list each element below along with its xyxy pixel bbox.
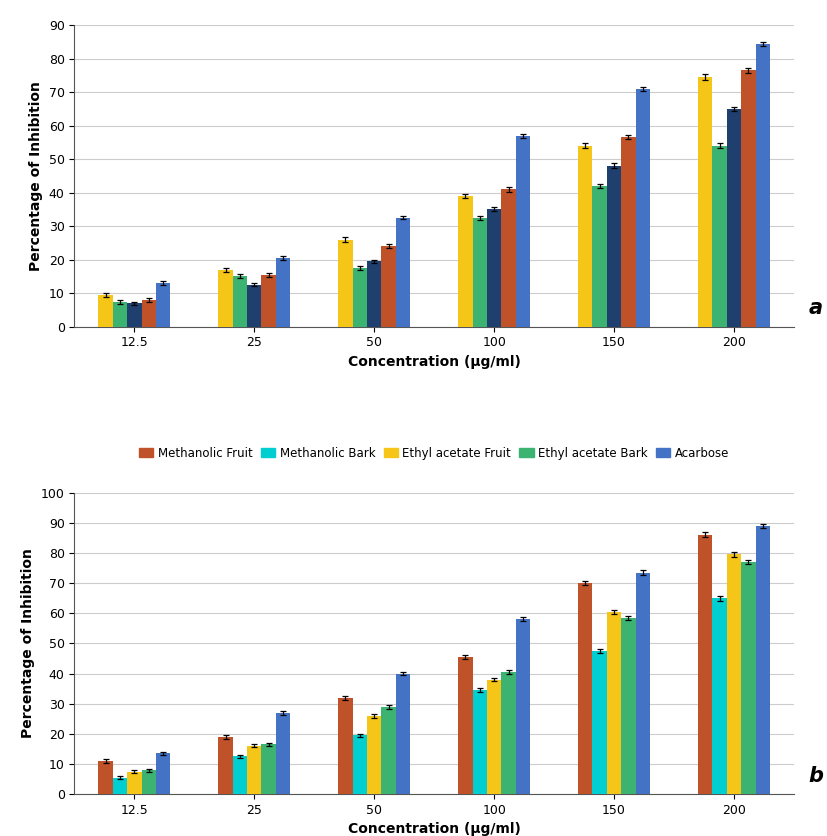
Bar [741, 70, 756, 327]
Bar [98, 761, 112, 794]
Bar [261, 744, 276, 794]
Bar [218, 270, 232, 327]
Bar [127, 772, 141, 794]
Bar [232, 757, 247, 794]
X-axis label: Concentration (µg/ml): Concentration (µg/ml) [347, 355, 521, 369]
Bar [218, 737, 232, 794]
Bar [367, 716, 381, 794]
Bar [516, 619, 530, 794]
Bar [127, 303, 141, 327]
Bar [636, 89, 650, 327]
Bar [621, 618, 636, 794]
Bar [247, 285, 261, 327]
Bar [352, 268, 367, 327]
Bar [367, 262, 381, 327]
Bar [276, 713, 290, 794]
Bar [381, 247, 396, 327]
Bar [636, 573, 650, 794]
Bar [756, 43, 770, 327]
Bar [698, 77, 712, 327]
Bar [501, 189, 516, 327]
Bar [592, 186, 607, 327]
Bar [352, 736, 367, 794]
Bar [156, 283, 170, 327]
Bar [98, 295, 112, 327]
Bar [756, 526, 770, 794]
Bar [396, 218, 410, 327]
X-axis label: Concentration (µg/ml): Concentration (µg/ml) [347, 823, 521, 836]
Bar [276, 258, 290, 327]
Bar [712, 145, 727, 327]
Bar [727, 554, 741, 794]
Bar [261, 275, 276, 327]
Text: b: b [809, 766, 824, 786]
Bar [501, 672, 516, 794]
Bar [458, 657, 472, 794]
Bar [381, 706, 396, 794]
Bar [516, 135, 530, 327]
Bar [741, 562, 756, 794]
Bar [712, 598, 727, 794]
Bar [338, 240, 352, 327]
Bar [141, 770, 156, 794]
Y-axis label: Percentage of Inhibition: Percentage of Inhibition [22, 548, 36, 738]
Bar [112, 302, 127, 327]
Bar [607, 166, 621, 327]
Bar [698, 535, 712, 794]
Bar [338, 698, 352, 794]
Bar [247, 746, 261, 794]
Bar [578, 583, 592, 794]
Bar [727, 109, 741, 327]
Bar [141, 300, 156, 327]
Legend: Methanolic Fruit, Methanolic Bark, Ethyl acetate Fruit, Ethyl acetate Bark, Acar: Methanolic Fruit, Methanolic Bark, Ethyl… [136, 444, 732, 462]
Bar [458, 196, 472, 327]
Y-axis label: Percentage of Inhibition: Percentage of Inhibition [29, 81, 43, 271]
Bar [607, 612, 621, 794]
Bar [472, 218, 487, 327]
Bar [621, 137, 636, 327]
Bar [592, 651, 607, 794]
Bar [472, 691, 487, 794]
Bar [487, 209, 501, 327]
Bar [232, 277, 247, 327]
Bar [487, 680, 501, 794]
Text: a: a [809, 298, 823, 319]
Bar [112, 777, 127, 794]
Bar [396, 674, 410, 794]
Bar [578, 145, 592, 327]
Bar [156, 753, 170, 794]
